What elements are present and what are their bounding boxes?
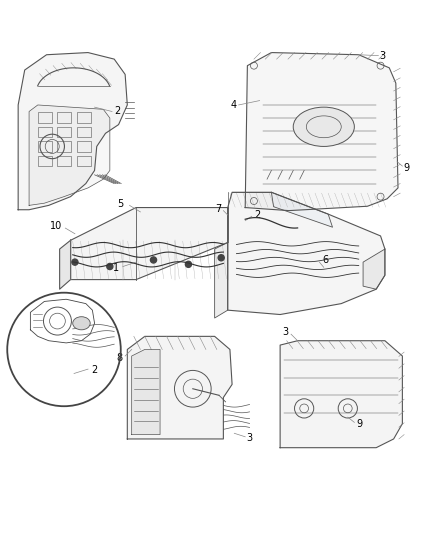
Bar <box>38 112 52 123</box>
Circle shape <box>107 263 113 270</box>
Text: 3: 3 <box>380 51 386 61</box>
Polygon shape <box>71 207 228 280</box>
Bar <box>57 141 71 152</box>
Circle shape <box>150 257 156 263</box>
Bar <box>38 156 52 166</box>
Text: 9: 9 <box>403 163 410 173</box>
Bar <box>57 112 71 123</box>
Bar <box>57 156 71 166</box>
Polygon shape <box>18 53 127 210</box>
Text: 7: 7 <box>215 204 221 214</box>
Text: 2: 2 <box>91 365 97 375</box>
Text: 2: 2 <box>254 210 260 220</box>
Polygon shape <box>228 192 385 314</box>
Text: 4: 4 <box>230 100 237 110</box>
Polygon shape <box>280 341 403 448</box>
Polygon shape <box>363 249 385 289</box>
Bar <box>77 127 91 138</box>
Ellipse shape <box>73 317 90 330</box>
Text: 10: 10 <box>49 221 62 231</box>
Polygon shape <box>60 240 71 289</box>
Text: 6: 6 <box>322 255 328 265</box>
Text: 3: 3 <box>246 433 252 442</box>
Bar <box>38 141 52 152</box>
Polygon shape <box>132 350 160 434</box>
Bar <box>77 156 91 166</box>
Text: 9: 9 <box>356 419 362 429</box>
Text: 5: 5 <box>117 199 124 208</box>
Text: 2: 2 <box>114 106 120 116</box>
Circle shape <box>72 259 78 265</box>
Bar <box>77 112 91 123</box>
Polygon shape <box>272 192 332 227</box>
Text: 1: 1 <box>113 263 119 273</box>
Bar <box>38 127 52 138</box>
Bar <box>77 141 91 152</box>
Text: 3: 3 <box>283 327 289 337</box>
Text: 8: 8 <box>117 353 123 363</box>
Polygon shape <box>127 336 232 439</box>
Circle shape <box>218 255 224 261</box>
Polygon shape <box>29 105 110 205</box>
Circle shape <box>185 261 191 268</box>
Ellipse shape <box>293 107 354 147</box>
Polygon shape <box>245 53 398 211</box>
Bar <box>57 127 71 138</box>
Polygon shape <box>215 243 228 318</box>
